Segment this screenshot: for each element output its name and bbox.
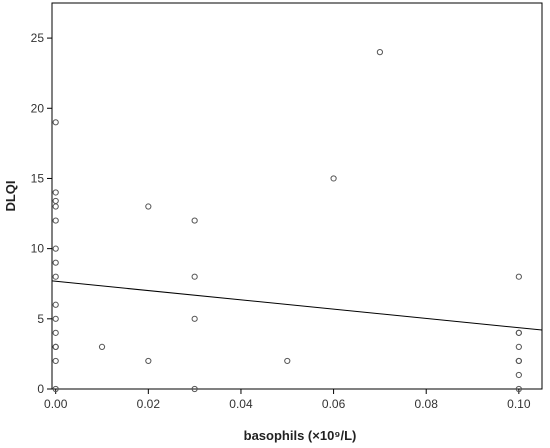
data-point (52, 357, 59, 365)
data-point (515, 273, 522, 280)
data-point (515, 385, 522, 393)
data-point (284, 357, 291, 365)
x-axis: 0.00 0.02 0.04 0.06 0.08 0.10 (44, 389, 531, 411)
data-point (515, 357, 522, 365)
data-points (52, 49, 522, 393)
x-tick-label: 0.06 (322, 397, 346, 411)
data-point (376, 49, 384, 56)
x-tick-label: 0.08 (415, 397, 439, 411)
data-point (515, 343, 522, 350)
x-tick-label: 0.02 (137, 397, 161, 411)
y-tick-label: 0 (37, 382, 44, 396)
y-tick-label: 10 (31, 242, 45, 256)
y-axis-title: DLQI (3, 180, 18, 211)
x-tick-label: 0.10 (507, 397, 531, 411)
data-point (52, 301, 59, 308)
plot-frame (51, 2, 543, 390)
x-axis-title: basophils (×10⁹/L) (244, 428, 357, 443)
data-point (191, 385, 198, 393)
data-point (52, 329, 59, 336)
data-point (52, 259, 59, 266)
data-point (52, 217, 59, 224)
data-point (145, 357, 152, 365)
data-point (145, 203, 152, 210)
data-point (52, 119, 59, 126)
data-point (330, 175, 337, 182)
data-point (52, 245, 59, 252)
y-tick-label: 25 (31, 31, 45, 45)
x-tick-label: 0.00 (44, 397, 68, 411)
data-point (515, 371, 522, 379)
data-point (191, 217, 198, 224)
data-point (52, 385, 59, 393)
x-tick-label: 0.04 (229, 397, 253, 411)
data-point (515, 329, 522, 336)
y-tick-label: 15 (31, 171, 45, 185)
data-point (52, 315, 59, 322)
data-point (52, 197, 59, 205)
data-point (52, 343, 59, 350)
data-point (191, 273, 198, 280)
data-point (52, 189, 59, 196)
y-tick-label: 5 (37, 312, 44, 326)
y-tick-label: 20 (31, 101, 45, 115)
data-point (98, 343, 106, 350)
data-point (191, 315, 198, 322)
regression-line (51, 280, 543, 331)
data-point (52, 273, 59, 280)
y-axis: 0 5 10 15 20 25 (31, 31, 52, 396)
